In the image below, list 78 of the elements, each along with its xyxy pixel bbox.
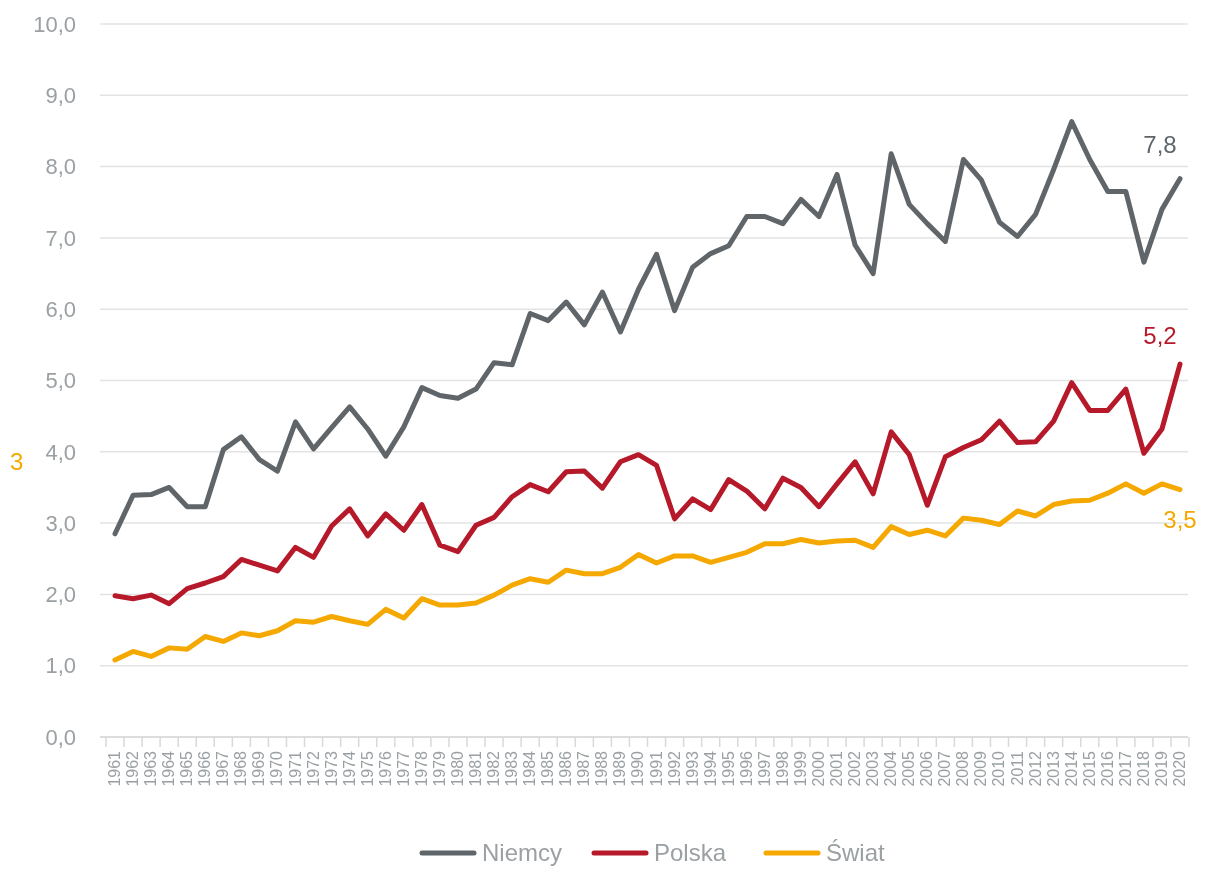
x-tick-label: 1972 (304, 750, 322, 787)
x-tick-label: 1986 (557, 750, 575, 787)
x-tick-label: 1995 (719, 750, 737, 787)
x-tick-label: 1989 (611, 750, 629, 787)
x-tick-label: 1982 (485, 750, 503, 787)
legend-label: Niemcy (482, 839, 563, 866)
x-tick-label: 2007 (936, 750, 954, 787)
x-tick-label: 2005 (900, 750, 918, 787)
legend-label: Świat (826, 839, 886, 866)
x-tick-label: 1976 (376, 750, 394, 787)
x-tick-label: 2003 (864, 750, 882, 787)
x-tick-label: 1962 (124, 750, 142, 787)
x-tick-label: 2001 (828, 750, 846, 787)
x-tick-label: 1985 (539, 750, 557, 787)
data-label: 7,8 (1143, 130, 1177, 158)
x-tick-label: 2019 (1152, 750, 1170, 787)
x-tick-label: 1964 (160, 750, 178, 787)
data-label: 5,2 (1143, 322, 1177, 350)
x-tick-label: 1999 (791, 750, 809, 787)
y-tick-label: 0,0 (45, 724, 76, 750)
x-tick-label: 1979 (430, 750, 448, 787)
x-tick-label: 1994 (701, 750, 719, 787)
x-tick-label: 1968 (232, 750, 250, 787)
x-tick-label: 2014 (1062, 750, 1080, 787)
y-tick-label: 5,0 (45, 368, 76, 394)
y-tick-label: 7,0 (45, 225, 76, 251)
x-tick-label: 1971 (286, 750, 304, 787)
x-tick-label: 2006 (918, 750, 936, 787)
y-tick-label: 8,0 (45, 154, 76, 180)
x-tick-label: 1966 (196, 750, 214, 787)
x-tick-label: 1991 (647, 750, 665, 787)
y-tick-label: 10,0 (33, 11, 76, 37)
x-tick-label: 1998 (773, 750, 791, 787)
x-tick-label: 1983 (503, 750, 521, 787)
x-tick-label: 2013 (1044, 750, 1062, 787)
x-tick-label: 2009 (972, 750, 990, 787)
x-tick-label: 1988 (593, 750, 611, 787)
x-tick-label: 1970 (268, 750, 286, 787)
x-tick-label: 1974 (340, 750, 358, 787)
x-tick-label: 1981 (467, 750, 485, 787)
x-tick-label: 1992 (665, 750, 683, 787)
x-tick-label: 1984 (521, 750, 539, 787)
y-tick-label: 6,0 (45, 296, 76, 322)
x-tick-label: 1980 (448, 750, 466, 787)
y-tick-label: 9,0 (45, 83, 76, 108)
text: 3 (10, 448, 24, 476)
y-tick-label: 4,0 (45, 439, 76, 465)
x-tick-label: 1990 (629, 750, 647, 787)
x-tick-label: 2002 (846, 750, 864, 787)
x-tick-label: 2010 (990, 750, 1008, 787)
x-tick-label: 1987 (575, 750, 593, 787)
x-tick-label: 2012 (1026, 750, 1044, 787)
x-tick-label: 1978 (412, 750, 430, 787)
x-tick-label: 2004 (882, 750, 900, 787)
x-tick-label: 2011 (1008, 750, 1026, 786)
data-label: 3,5 (1163, 505, 1197, 533)
x-tick-label: 2018 (1134, 750, 1152, 787)
y-tick-label: 1,0 (45, 653, 76, 679)
x-tick-label: 2016 (1098, 750, 1116, 787)
x-tick-label: 1975 (358, 750, 376, 787)
legend-label: Polska (654, 839, 727, 866)
x-tick-label: 2008 (954, 750, 972, 787)
x-tick-label: 1996 (737, 750, 755, 787)
x-tick-label: 2000 (809, 750, 827, 787)
x-tick-label: 1997 (755, 750, 773, 787)
x-tick-label: 1967 (214, 750, 232, 787)
x-tick-label: 2015 (1080, 750, 1098, 787)
x-tick-label: 1965 (178, 750, 196, 787)
x-tick-label: 1973 (322, 750, 340, 787)
x-tick-label: 1961 (106, 750, 123, 787)
x-tick-label: 1963 (142, 750, 160, 787)
y-tick-label: 3,0 (45, 510, 76, 536)
x-tick-label: 1993 (683, 750, 701, 787)
x-tick-label: 2020 (1171, 750, 1188, 787)
x-tick-label: 2017 (1116, 750, 1134, 787)
x-tick-label: 1969 (250, 750, 268, 787)
x-tick-label: 1977 (394, 750, 412, 787)
y-tick-label: 2,0 (45, 582, 76, 608)
